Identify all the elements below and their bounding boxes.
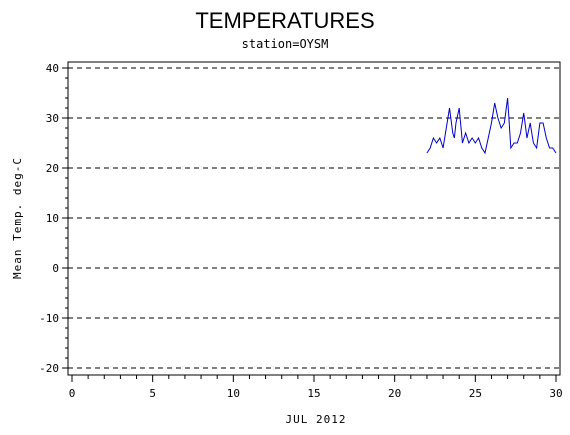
chart-title: TEMPERATURES [195, 8, 374, 33]
chart-subtitle: station=OYSM [242, 37, 329, 51]
y-tick-label: 30 [46, 112, 59, 125]
y-tick-label: -10 [39, 312, 59, 325]
x-tick-label: 15 [307, 387, 320, 400]
grid-lines [68, 67, 560, 369]
y-tick-label: 20 [46, 162, 59, 175]
x-tick-label: 5 [149, 387, 156, 400]
y-tick-label: 10 [46, 212, 59, 225]
y-tick-label: 0 [52, 262, 59, 275]
x-tick-label: 30 [549, 387, 562, 400]
x-tick-label: 10 [227, 387, 240, 400]
x-tick-label: 20 [388, 387, 401, 400]
axis-ticks: -20 -10 0 10 20 30 40 0 5 10 15 20 25 30 [39, 62, 563, 400]
x-tick-label: 25 [469, 387, 482, 400]
y-tick-label: 40 [46, 62, 59, 75]
y-axis-label: Mean Temp. deg-C [11, 157, 24, 279]
x-tick-label: 0 [69, 387, 76, 400]
x-axis-label: JUL 2012 [286, 413, 347, 426]
series-line [426, 97, 557, 155]
series-layer [426, 97, 557, 155]
y-tick-label: -20 [39, 362, 59, 375]
